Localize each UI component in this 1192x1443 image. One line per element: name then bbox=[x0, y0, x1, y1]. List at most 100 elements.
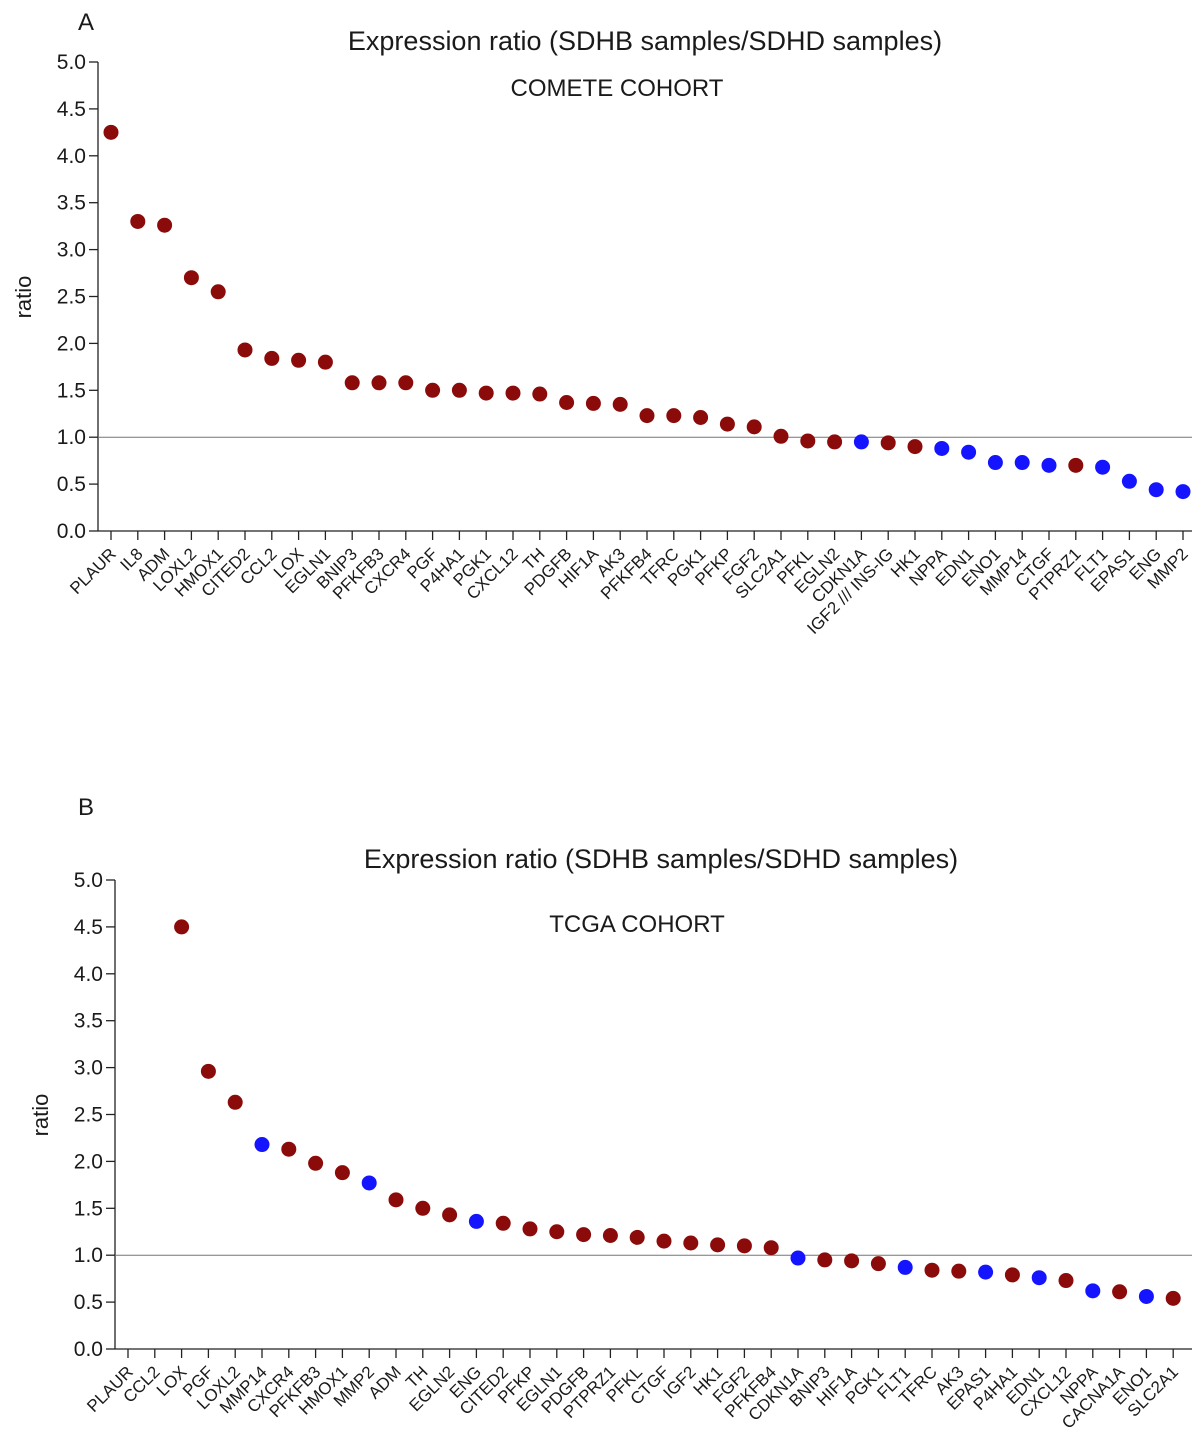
data-point bbox=[1041, 457, 1057, 473]
data-point bbox=[103, 124, 119, 140]
data-point bbox=[425, 382, 441, 398]
y-tick-label: 0.5 bbox=[74, 1291, 103, 1314]
panel-b: B Expression ratio (SDHB samples/SDHD sa… bbox=[28, 794, 1192, 1433]
data-point bbox=[736, 1238, 752, 1254]
data-point bbox=[719, 416, 735, 432]
data-point bbox=[1095, 459, 1111, 475]
data-point bbox=[157, 217, 173, 233]
data-point bbox=[174, 919, 190, 935]
data-point bbox=[1138, 1288, 1154, 1304]
data-point bbox=[1175, 484, 1191, 500]
data-points bbox=[103, 124, 1191, 500]
data-point bbox=[549, 1224, 565, 1240]
data-point bbox=[1165, 1290, 1181, 1306]
chart-subtitle: COMETE COHORT bbox=[511, 75, 724, 102]
data-point bbox=[710, 1237, 726, 1253]
data-point bbox=[934, 440, 950, 456]
y-tick-label: 2.5 bbox=[57, 286, 86, 309]
data-point bbox=[978, 1264, 994, 1280]
data-point bbox=[468, 1213, 484, 1229]
y-tick-label: 1.0 bbox=[57, 426, 86, 449]
y-tick-label: 0.5 bbox=[57, 473, 86, 496]
data-point bbox=[183, 270, 199, 286]
data-point bbox=[1085, 1283, 1101, 1299]
y-tick-label: 2.0 bbox=[74, 1150, 103, 1173]
y-tick-label: 4.5 bbox=[74, 916, 103, 939]
data-point bbox=[897, 1259, 913, 1275]
data-point bbox=[495, 1215, 511, 1231]
data-point bbox=[130, 213, 146, 229]
data-point bbox=[291, 352, 307, 368]
y-tick-label: 2.5 bbox=[74, 1104, 103, 1127]
data-point bbox=[254, 1137, 270, 1153]
data-point bbox=[576, 1227, 592, 1243]
data-point bbox=[1068, 457, 1084, 473]
data-point bbox=[656, 1233, 672, 1249]
y-tick-label: 1.5 bbox=[57, 379, 86, 402]
data-point bbox=[773, 428, 789, 444]
data-point bbox=[264, 350, 280, 366]
data-point bbox=[334, 1165, 350, 1181]
data-point bbox=[907, 439, 923, 455]
data-point bbox=[763, 1240, 779, 1256]
y-tick-label: 3.0 bbox=[74, 1057, 103, 1080]
data-point bbox=[1004, 1267, 1020, 1283]
y-axis-label: ratio bbox=[11, 276, 36, 319]
data-point bbox=[790, 1250, 806, 1266]
data-point bbox=[827, 434, 843, 450]
data-point bbox=[987, 455, 1003, 471]
data-point bbox=[817, 1252, 833, 1268]
data-point bbox=[200, 1063, 216, 1079]
data-point bbox=[451, 382, 467, 398]
y-tick-label: 0.0 bbox=[57, 520, 86, 543]
data-point bbox=[361, 1175, 377, 1191]
chart-title: Expression ratio (SDHB samples/SDHD samp… bbox=[364, 844, 958, 874]
y-tick-label: 5.0 bbox=[57, 51, 86, 74]
y-axis-label: ratio bbox=[28, 1094, 53, 1137]
data-point bbox=[629, 1229, 645, 1245]
data-point bbox=[924, 1262, 940, 1278]
y-axis: 0.0 0.5 1.0 1.5 2.0 2.5 3.0 3.5 4.0 4.5 5.0 bbox=[57, 51, 99, 543]
data-points bbox=[174, 919, 1181, 1306]
data-point bbox=[853, 434, 869, 450]
data-point bbox=[1112, 1284, 1128, 1300]
y-tick-label: 4.0 bbox=[74, 963, 103, 986]
data-point bbox=[478, 385, 494, 401]
data-point bbox=[683, 1235, 699, 1251]
data-point bbox=[532, 386, 548, 402]
x-axis: PLAURIL8ADMLOXL2HMOX1CITED2CCL2LOXEGLN1B… bbox=[66, 530, 1192, 638]
y-tick-label: 3.0 bbox=[57, 239, 86, 262]
chart-subtitle: TCGA COHORT bbox=[549, 911, 725, 938]
y-tick-label: 2.0 bbox=[57, 332, 86, 355]
y-tick-label: 1.0 bbox=[74, 1244, 103, 1267]
data-point bbox=[746, 419, 762, 435]
data-point bbox=[880, 435, 896, 451]
data-point bbox=[1031, 1270, 1047, 1286]
y-tick-label: 4.5 bbox=[57, 98, 86, 121]
panel-label: B bbox=[78, 794, 94, 821]
data-point bbox=[800, 433, 816, 449]
y-tick-label: 3.5 bbox=[74, 1010, 103, 1033]
panel-label: A bbox=[78, 9, 94, 36]
y-tick-label: 1.5 bbox=[74, 1197, 103, 1220]
data-point bbox=[522, 1221, 538, 1237]
data-point bbox=[344, 375, 360, 391]
data-point bbox=[398, 375, 414, 391]
data-point bbox=[612, 396, 628, 412]
data-point bbox=[870, 1256, 886, 1272]
data-point bbox=[844, 1253, 860, 1269]
data-point bbox=[281, 1141, 297, 1157]
data-point bbox=[1121, 473, 1137, 489]
y-axis: 0.0 0.5 1.0 1.5 2.0 2.5 3.0 3.5 4.0 4.5 5.0 bbox=[74, 869, 116, 1361]
data-point bbox=[210, 284, 226, 300]
panel-a: A Expression ratio (SDHB samples/SDHD sa… bbox=[11, 9, 1192, 638]
data-point bbox=[639, 408, 655, 424]
data-point bbox=[693, 410, 709, 426]
data-point bbox=[505, 385, 521, 401]
data-point bbox=[585, 395, 601, 411]
x-axis: PLAURCCL2LOXPGFLOXL2MMP14CXCR4PFKFB3HMOX… bbox=[83, 1348, 1192, 1433]
data-point bbox=[371, 375, 387, 391]
x-tick-label: ADM bbox=[365, 1362, 405, 1402]
data-point bbox=[951, 1263, 967, 1279]
